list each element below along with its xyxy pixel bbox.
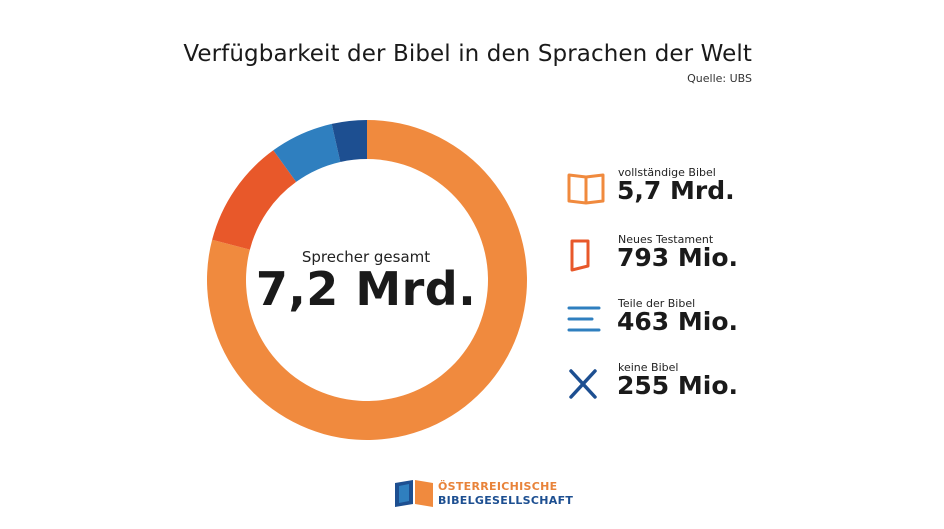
legend-item-parts-of-bible: Teile der Bibel 463 Mio.	[566, 297, 816, 345]
legend-item-new-testament: Neues Testament 793 Mio.	[566, 233, 816, 281]
donut-slice-parts-of-bible	[273, 123, 341, 182]
legend-label: Teile der Bibel	[618, 297, 696, 310]
legend-label: Neues Testament	[618, 233, 714, 246]
legend-item-full-bible: vollständige Bibel 5,7 Mrd.	[566, 166, 816, 214]
donut-slice-no-bible	[331, 120, 367, 162]
legend-value: 5,7 Mrd.	[617, 176, 735, 205]
chart-source: Quelle: UBS	[687, 72, 752, 85]
cross-icon	[569, 369, 597, 399]
center-value: 7,2 Mrd.	[255, 262, 477, 316]
center-label: Sprecher gesamt	[301, 248, 431, 266]
legend-value: 255 Mio.	[617, 371, 739, 400]
legend-value: 463 Mio.	[617, 307, 739, 336]
chart-title: Verfügbarkeit der Bibel in den Sprachen …	[183, 41, 752, 67]
legend-label: vollständige Bibel	[618, 166, 716, 179]
legend-item-no-bible: keine Bibel 255 Mio.	[566, 361, 816, 409]
book-icon	[570, 239, 590, 272]
legend-label: keine Bibel	[618, 361, 679, 374]
open-book-icon	[567, 173, 605, 205]
donut-slice-new-testament	[212, 150, 297, 250]
legend-value: 793 Mio.	[617, 243, 739, 272]
lines-icon	[567, 306, 601, 332]
logo-book-icon	[395, 480, 433, 507]
logo-text-line1: ÖSTERREICHISCHE	[438, 480, 558, 493]
logo-text-line2: BIBELGESELLSCHAFT	[438, 494, 574, 507]
logo: ÖSTERREICHISCHE BIBELGESELLSCHAFT	[394, 477, 573, 511]
